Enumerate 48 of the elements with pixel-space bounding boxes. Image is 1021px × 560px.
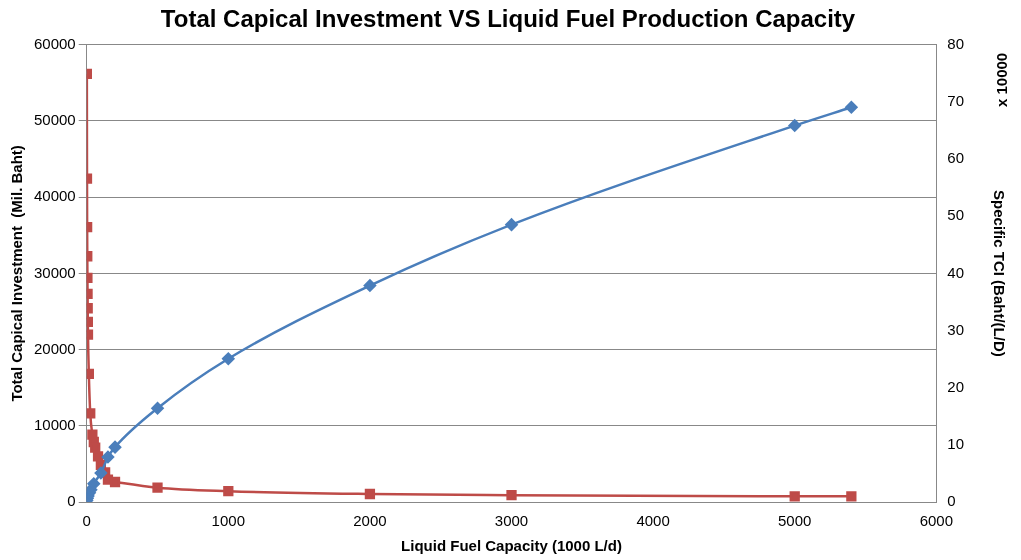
- point: [363, 279, 377, 292]
- y2-tick-label: 50: [947, 206, 964, 224]
- point: [152, 482, 163, 493]
- point: [846, 491, 857, 502]
- point: [364, 488, 376, 500]
- point: [86, 408, 96, 419]
- point: [222, 352, 235, 365]
- point: [87, 429, 98, 440]
- y-tick-label: 30000: [33, 263, 76, 281]
- point: [505, 218, 518, 231]
- point: [108, 440, 122, 454]
- point: [506, 490, 517, 501]
- point: [788, 119, 801, 132]
- y2-axis-title: Specific TCI (Baht/(L/D): [990, 190, 1008, 357]
- y2-tick-label: 20: [947, 377, 964, 395]
- point: [845, 101, 858, 114]
- chart-title: Total Capical Investment VS Liquid Fuel Production Capacity: [160, 5, 856, 33]
- y2-tick-label: 30: [947, 320, 964, 338]
- y2-tick-label: 80: [947, 34, 964, 52]
- point: [109, 476, 121, 488]
- y-tick-label: 20000: [33, 339, 76, 357]
- point: [151, 402, 164, 415]
- point: [223, 486, 234, 497]
- x-tick-label: 5000: [778, 512, 812, 530]
- y-tick-label: 40000: [33, 187, 76, 205]
- y-tick-label: 0: [67, 492, 76, 510]
- y-tick-label: 10000: [33, 415, 76, 433]
- y2-tick-label: 10: [947, 434, 964, 452]
- y2-tick-label: 60: [947, 149, 964, 167]
- y2-tick-label: 0: [947, 492, 956, 510]
- x-tick-label: 4000: [636, 512, 670, 530]
- y-tick-label: 60000: [33, 34, 76, 52]
- x-tick-label: 0: [82, 512, 91, 530]
- y-tick-label: 50000: [33, 111, 76, 129]
- y2-tick-label: 70: [947, 92, 964, 110]
- x-tick-label: 1000: [211, 512, 245, 530]
- x-tick-label: 3000: [494, 512, 529, 530]
- x-axis-title: Liquid Fuel Capacity (1000 L/d): [401, 537, 622, 555]
- x-tick-label: 6000: [919, 512, 953, 530]
- point: [94, 466, 108, 480]
- text: x 10000: [993, 52, 1011, 108]
- point: [789, 491, 800, 502]
- y2-tick-label: 40: [947, 263, 964, 281]
- x-tick-label: 2000: [353, 512, 387, 530]
- point: [87, 477, 101, 490]
- y-axis-title: Total Capical Investment (Mil. Baht): [8, 145, 26, 402]
- point: [92, 451, 104, 462]
- point: [101, 450, 115, 464]
